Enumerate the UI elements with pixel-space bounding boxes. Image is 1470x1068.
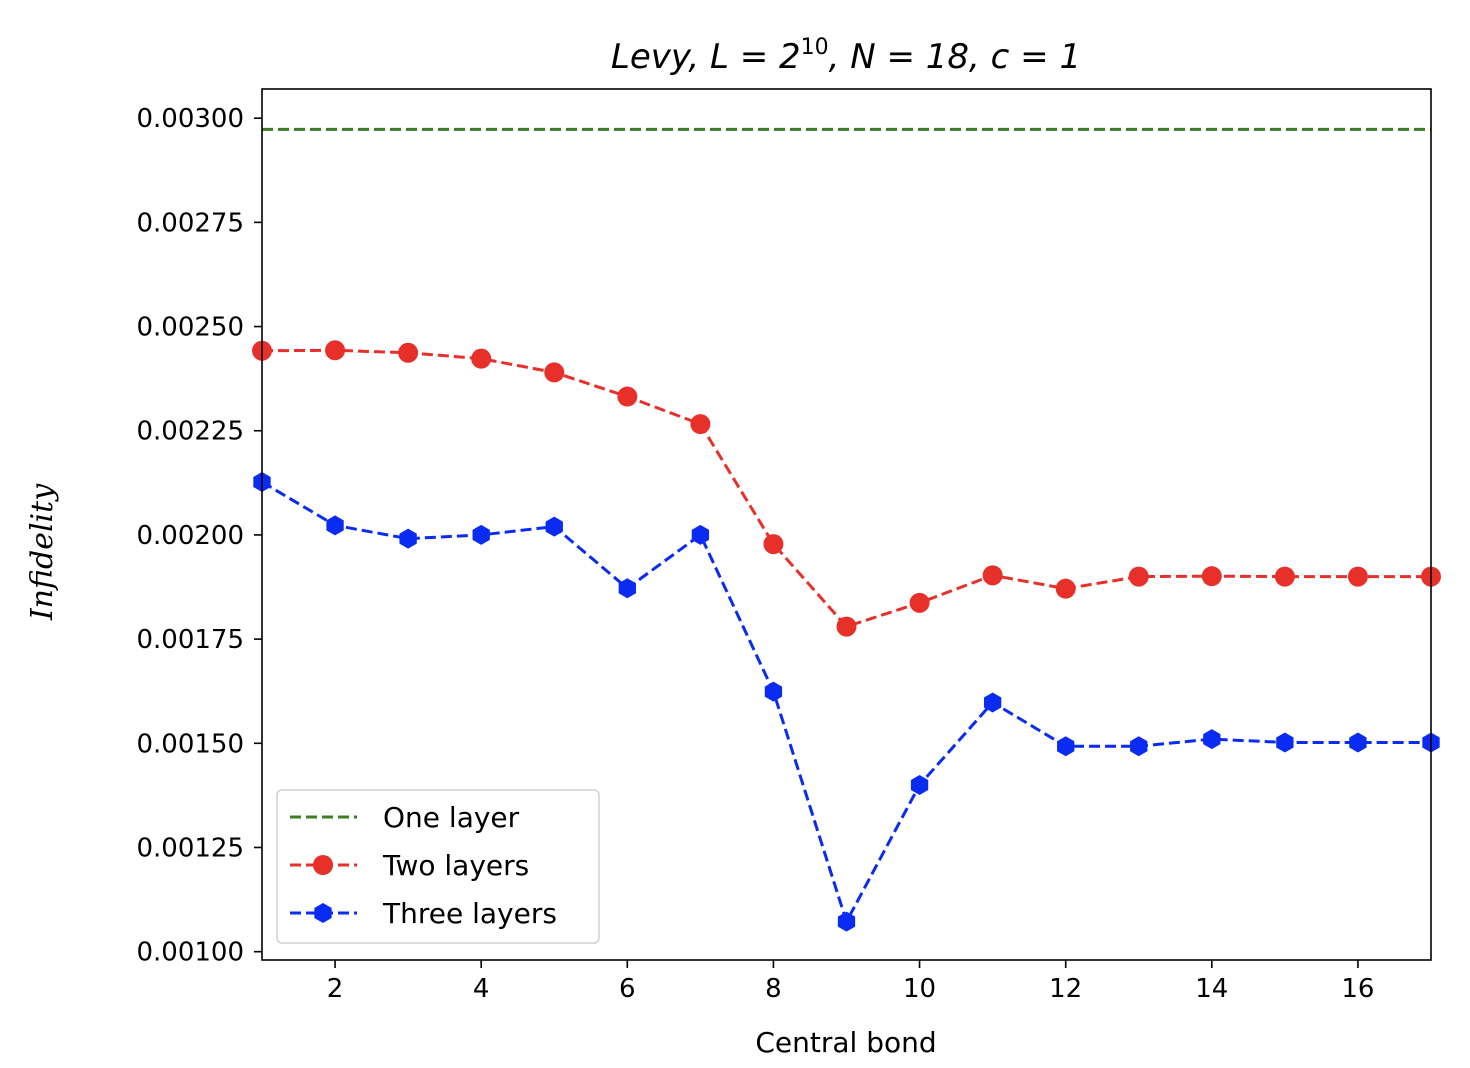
data-point xyxy=(326,515,344,536)
title-prefix: Levy, L = 2 xyxy=(611,37,801,77)
title-exponent: 10 xyxy=(801,35,829,60)
y-axis-ticks: 0.00100 0.00125 0.00150 0.00175 0.00200 0.002… xyxy=(136,104,262,968)
data-point xyxy=(983,692,1002,713)
data-point xyxy=(910,774,929,795)
data-point xyxy=(545,516,563,537)
y-tick-label: 0.00300 xyxy=(136,104,244,134)
data-point xyxy=(398,342,419,363)
data-point xyxy=(690,414,711,435)
data-point xyxy=(1276,732,1294,753)
data-point xyxy=(1057,736,1075,757)
data-point xyxy=(1128,566,1149,587)
x-tick-label: 12 xyxy=(1049,974,1082,1004)
data-point xyxy=(471,348,492,369)
chart-title: Levy, L = 210, N = 18, c = 1 xyxy=(611,35,1081,77)
y-tick-label: 0.00175 xyxy=(136,625,244,655)
x-axis-label: Central bond xyxy=(755,1026,936,1059)
y-tick-label: 0.00200 xyxy=(136,521,244,551)
legend-one-layer-label: One layer xyxy=(383,801,520,834)
x-tick-label: 6 xyxy=(619,974,636,1004)
x-tick-label: 10 xyxy=(903,974,936,1004)
x-tick-label: 16 xyxy=(1341,974,1374,1004)
y-tick-label: 0.00125 xyxy=(136,833,244,863)
data-point xyxy=(764,681,783,702)
data-point xyxy=(544,362,565,383)
data-point xyxy=(837,911,856,932)
data-point xyxy=(1055,578,1076,599)
data-point xyxy=(617,386,638,407)
legend-two-layers-label: Two layers xyxy=(382,849,529,882)
x-axis-ticks: 2 4 6 8 10 12 14 16 xyxy=(327,960,1374,1004)
x-tick-label: 14 xyxy=(1195,974,1228,1004)
data-point xyxy=(1349,732,1367,753)
y-tick-label: 0.00275 xyxy=(136,208,244,238)
data-point xyxy=(472,524,490,545)
legend: One layer Two layers Three layers xyxy=(276,789,600,944)
y-axis-label: Infidelity xyxy=(25,483,60,621)
y-tick-label: 0.00100 xyxy=(136,938,244,968)
y-tick-label: 0.00225 xyxy=(136,417,244,447)
data-point xyxy=(909,592,930,613)
data-point xyxy=(325,340,346,361)
legend-three-layers-label: Three layers xyxy=(382,897,557,930)
data-point xyxy=(1203,729,1221,750)
x-tick-label: 8 xyxy=(765,974,782,1004)
y-tick-label: 0.00250 xyxy=(136,313,244,343)
data-point xyxy=(691,524,710,545)
legend-three-layers-marker xyxy=(314,903,332,923)
title-suffix: , N = 18, c = 1 xyxy=(829,37,1081,77)
legend-box xyxy=(276,789,600,944)
series-line-two-layers xyxy=(261,348,1431,629)
y-tick-label: 0.00150 xyxy=(136,729,244,759)
x-tick-label: 2 xyxy=(327,974,344,1004)
x-tick-label: 4 xyxy=(473,974,490,1004)
data-point xyxy=(836,616,857,637)
data-point xyxy=(982,565,1003,586)
data-point xyxy=(399,528,417,549)
data-point xyxy=(618,578,636,599)
legend-two-layers-marker xyxy=(313,855,333,875)
data-point xyxy=(1130,736,1148,757)
data-point xyxy=(1274,566,1295,587)
series-layer xyxy=(252,127,1441,932)
data-point xyxy=(1347,566,1368,587)
data-point xyxy=(763,534,784,555)
data-point xyxy=(1201,566,1222,587)
plot-frame xyxy=(261,88,1432,961)
